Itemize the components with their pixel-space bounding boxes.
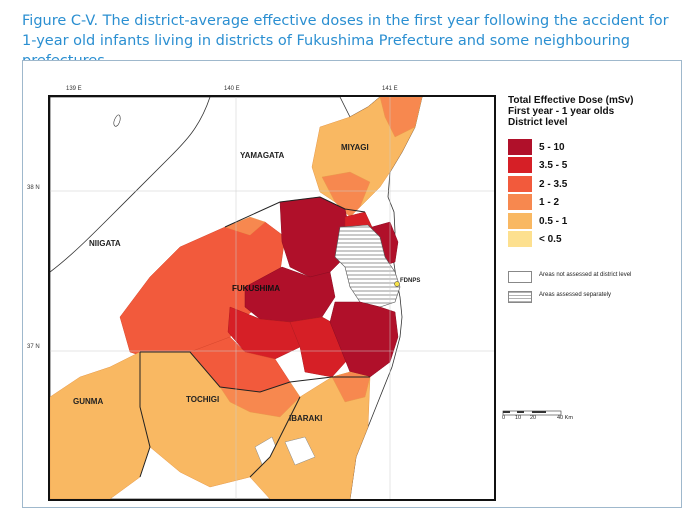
yamagata-south xyxy=(224,216,266,236)
legend-title-line-1: Total Effective Dose (mSv) xyxy=(508,95,634,106)
legend-label-assessed-separately: Areas assessed separately xyxy=(539,292,612,298)
scale-label-40: 40 Km xyxy=(557,415,573,421)
legend-swatch-not-assessed xyxy=(508,271,532,283)
legend-item-2-3.5: 2 - 3.5 xyxy=(508,176,668,192)
fukushima-south-central xyxy=(227,306,301,360)
fdnps-marker[interactable] xyxy=(394,281,400,287)
lon-tick-140: 140 E xyxy=(224,86,240,92)
miyagi-south xyxy=(321,171,371,218)
legend-swatch-hatched xyxy=(508,291,532,303)
legend-not-assessed: Areas not assessed at district level xyxy=(508,271,678,283)
label-fukushima: FUKUSHIMA xyxy=(232,284,280,293)
legend-swatch-1-2 xyxy=(508,194,532,210)
legend-title-line-3: District level xyxy=(508,117,568,128)
lat-tick-38: 38 N xyxy=(27,185,40,191)
legend-label-lt-0.5: < 0.5 xyxy=(539,234,562,245)
ibaraki-unassessed xyxy=(284,436,316,466)
legend-item-0.5-1: 0.5 - 1 xyxy=(508,213,668,229)
label-miyagi: MIYAGI xyxy=(341,143,369,152)
label-ibaraki: IBARAKI xyxy=(289,414,323,423)
scale-label-20: 20 xyxy=(530,415,537,421)
label-fdnps: FDNPS xyxy=(400,278,421,284)
legend-swatch-5-10 xyxy=(508,139,532,155)
tochigi-ibaraki-border xyxy=(249,396,301,478)
label-gunma: GUNMA xyxy=(73,397,104,406)
label-niigata: NIIGATA xyxy=(89,239,121,248)
legend-label-5-10: 5 - 10 xyxy=(539,142,565,153)
scale-bar: 0 10 20 40 Km xyxy=(502,406,582,426)
scale-label-0: 0 xyxy=(502,415,506,421)
legend-item-3.5-5: 3.5 - 5 xyxy=(508,157,668,173)
scale-label-10: 10 xyxy=(515,415,522,421)
assessed-separately-zone xyxy=(334,224,401,308)
legend-label-1-2: 1 - 2 xyxy=(539,197,560,208)
legend-swatch-lt-0.5 xyxy=(508,231,532,247)
legend-label-3.5-5: 3.5 - 5 xyxy=(539,160,568,171)
lat-tick-37: 37 N xyxy=(27,344,40,350)
fukushima-south-border xyxy=(140,351,370,393)
legend-swatch-0.5-1 xyxy=(508,213,532,229)
legend-title: Total Effective Dose (mSv) First year - … xyxy=(508,95,633,128)
map-canvas xyxy=(50,97,494,499)
legend-label-not-assessed: Areas not assessed at district level xyxy=(539,272,632,278)
legend-swatch-3.5-5 xyxy=(508,157,532,173)
legend-label-2-3.5: 2 - 3.5 xyxy=(539,179,568,190)
legend-title-line-2: First year - 1 year olds xyxy=(508,106,615,117)
legend-label-0.5-1: 0.5 - 1 xyxy=(539,216,568,227)
dose-map[interactable] xyxy=(48,95,496,501)
legend-assessed-separately: Areas assessed separately xyxy=(508,291,678,303)
sado-island xyxy=(113,114,121,127)
label-tochigi: TOCHIGI xyxy=(186,395,220,404)
legend-item-lt-0.5: < 0.5 xyxy=(508,231,668,247)
lon-tick-139: 139 E xyxy=(66,86,82,92)
fukushima-central xyxy=(244,266,336,323)
label-yamagata: YAMAGATA xyxy=(240,151,285,160)
lon-tick-141: 141 E xyxy=(382,86,398,92)
legend-swatch-2-3.5 xyxy=(508,176,532,192)
gunma-tochigi-border xyxy=(139,352,151,478)
scale-bar-graphic xyxy=(502,410,562,416)
legend-item-1-2: 1 - 2 xyxy=(508,194,668,210)
miyagi-north xyxy=(379,97,423,138)
fukushima-north-border xyxy=(224,196,366,228)
ibaraki-north xyxy=(331,371,371,403)
west-coastline xyxy=(50,97,211,273)
legend-item-5-10: 5 - 10 xyxy=(508,139,668,155)
